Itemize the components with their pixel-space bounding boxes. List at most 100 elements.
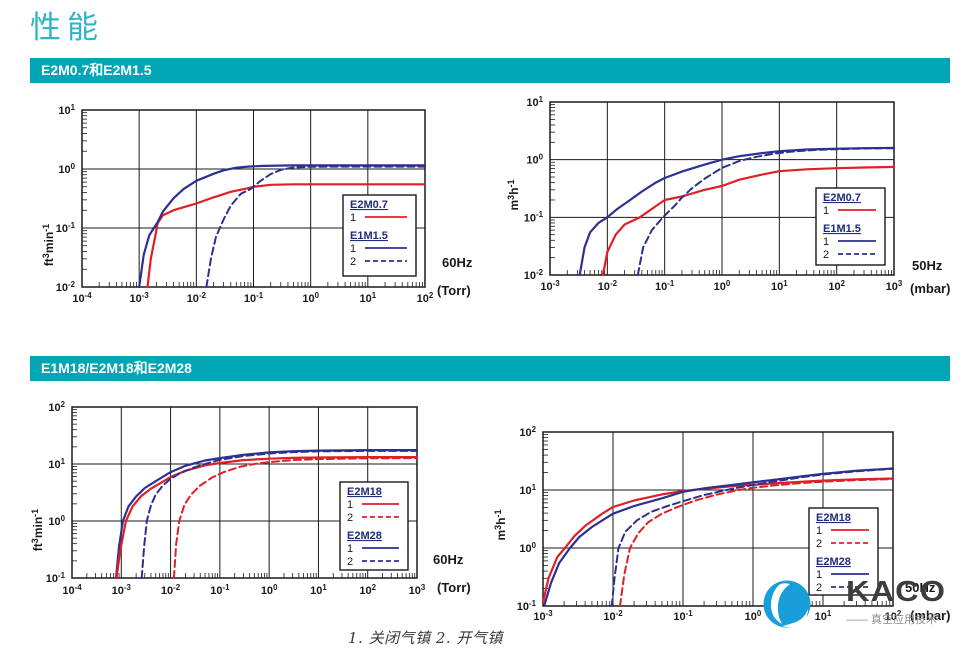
y-tick-label: 102 (48, 400, 65, 414)
pressure-unit-label: (Torr) (437, 283, 471, 298)
kaco-logo: KACO —— 真空应用技术 (758, 566, 976, 638)
x-tick-label: 10-4 (62, 583, 82, 597)
curve-E2M28-2 (610, 467, 894, 607)
curve-E2M0.7-1 (601, 165, 896, 277)
minor-ticks (82, 112, 423, 287)
minor-ticks (72, 409, 416, 578)
chart-canvas: 10-3 10-2 10-1 100 101 102 10310-210-1100101m3… (506, 95, 950, 296)
legend-box (815, 187, 886, 266)
x-tick-label: 10-2 (161, 583, 181, 597)
section-header-e1m18-e2m18-e2m28: E1M18/E2M18和E2M28 (30, 356, 950, 381)
curve-E1M1.5-1 (578, 146, 896, 277)
legend-entry-label: 2 (347, 512, 353, 524)
legend-group-title: E1M1.5 (350, 230, 388, 242)
frequency-label: 50Hz (912, 258, 943, 273)
frequency-label: 60Hz (433, 552, 464, 567)
y-tick-label: 100 (526, 152, 543, 166)
curve-E1M1.5-1 (138, 164, 427, 289)
x-tick-label: 101 (360, 291, 377, 305)
plot-border (71, 406, 418, 579)
pressure-unit-label: (mbar) (910, 608, 950, 623)
logo-tagline: —— 真空应用技术 (846, 614, 938, 626)
legend-entry-label: 2 (347, 556, 353, 568)
y-axis-label: ft3min-1 (30, 509, 45, 551)
frequency-label: 50Hz (905, 580, 936, 595)
chart-e2m07-e1m15-mbar-50hz: 10-3 10-2 10-1 100 101 102 103 10-2 10-1 100 101 m3… (490, 95, 978, 313)
legend-entry-label: 1 (816, 525, 822, 537)
legend-entry-label: 1 (347, 499, 353, 511)
y-tick-label: 10-1 (524, 210, 544, 224)
x-tick-label: 10-3 (112, 583, 132, 597)
legend-entry-label: 1 (816, 569, 822, 581)
x-tick-label: 100 (261, 583, 278, 597)
curve-E2M28-2 (140, 449, 418, 579)
section-header-e2m07-e2m15: E2M0.7和E2M1.5 (30, 58, 950, 83)
y-tick-label: 10-1 (56, 221, 76, 235)
x-tick-label: 10-2 (187, 291, 207, 305)
y-tick-label: 10-2 (524, 268, 544, 282)
legend-group-title: E2M18 (347, 486, 382, 498)
y-tick-label: 100 (58, 162, 75, 176)
kaco-swoosh-globe-icon (763, 580, 811, 628)
x-tick-label: 10-3 (540, 279, 560, 293)
legend-group-title: E2M0.7 (823, 192, 861, 204)
x-tick-label: 10-2 (603, 609, 623, 623)
y-axis-label: m3h-1 (506, 179, 521, 210)
x-tick-label: 101 (771, 279, 788, 293)
legend-entry-label: 1 (347, 543, 353, 555)
legend-box (339, 481, 409, 571)
legend-box (808, 507, 879, 596)
legend-entry-label: 1 (823, 236, 829, 248)
x-tick-label: 10-3 (533, 609, 553, 623)
y-tick-label: 10-1 (46, 571, 66, 585)
x-tick-label: 10-2 (598, 279, 618, 293)
x-tick-label: 10-4 (72, 291, 92, 305)
page-title: 性能 (30, 10, 104, 46)
legend-group-title: E2M28 (347, 530, 382, 542)
curve-E2M18-1 (541, 477, 895, 604)
chart-e2m18-e2m28-mbar-50hz: 10-3 10-2 10-1 100 101 102 10-1 100 101 102 m3h-1 5… (490, 420, 978, 650)
legend-entry-label: 1 (350, 243, 356, 255)
curve-E2M18-2 (619, 478, 894, 607)
x-tick-label: 10-3 (130, 291, 150, 305)
y-tick-label: 102 (519, 425, 536, 439)
chart-e2m07-e1m15-torr-60hz: 10-4 10-3 10-2 10-1 100 101 102 10-2 10-1 100 101 f… (30, 95, 485, 313)
legend-entry-label: 2 (350, 256, 356, 268)
curve-E2M18-2 (172, 457, 418, 579)
x-tick-label: 100 (302, 291, 319, 305)
y-tick-label: 100 (48, 514, 65, 528)
curve-E1M1.5-2 (636, 147, 895, 276)
x-tick-label: 103 (409, 583, 426, 597)
x-tick-label: 102 (828, 279, 845, 293)
chart-canvas: 10-3 10-2 10-1 100 101 102 10-1 100 101 102 m3h-1 5… (493, 425, 950, 623)
legend-group-title: E2M28 (816, 556, 851, 568)
chart-canvas: 10-4 10-3 10-2 10-1 100 101 102 103 10-1 100 101 10… (30, 400, 471, 597)
legend-entry-label: 2 (816, 538, 822, 550)
x-tick-label: 103 (886, 279, 903, 293)
plot-border (549, 101, 895, 276)
frequency-label: 60Hz (442, 255, 473, 270)
y-tick-label: 100 (519, 541, 536, 555)
y-axis-label: ft3min-1 (41, 224, 56, 266)
plot-border (81, 109, 426, 288)
legend-entry-label: 1 (823, 205, 829, 217)
y-axis-label: m3h-1 (493, 509, 508, 540)
curve-E1M1.5-2 (205, 165, 426, 288)
gas-ballast-caption: 1. 关闭气镇 2. 开气镇 (348, 629, 503, 647)
pressure-unit-label: (mbar) (910, 281, 950, 296)
x-tick-label: 10-1 (673, 609, 693, 623)
legend-entry-label: 2 (816, 582, 822, 594)
legend-group-title: E1M1.5 (823, 223, 861, 235)
x-tick-label: 102 (885, 609, 902, 623)
x-tick-label: 100 (745, 609, 762, 623)
chart-canvas: 10-4 10-3 10-2 10-1 100 101 102 10-2 10-1 100 101 f… (41, 103, 473, 305)
legend-group-title: E2M18 (816, 512, 851, 524)
y-tick-label: 10-2 (56, 280, 76, 294)
y-tick-label: 101 (48, 457, 65, 471)
y-tick-label: 101 (526, 95, 543, 109)
